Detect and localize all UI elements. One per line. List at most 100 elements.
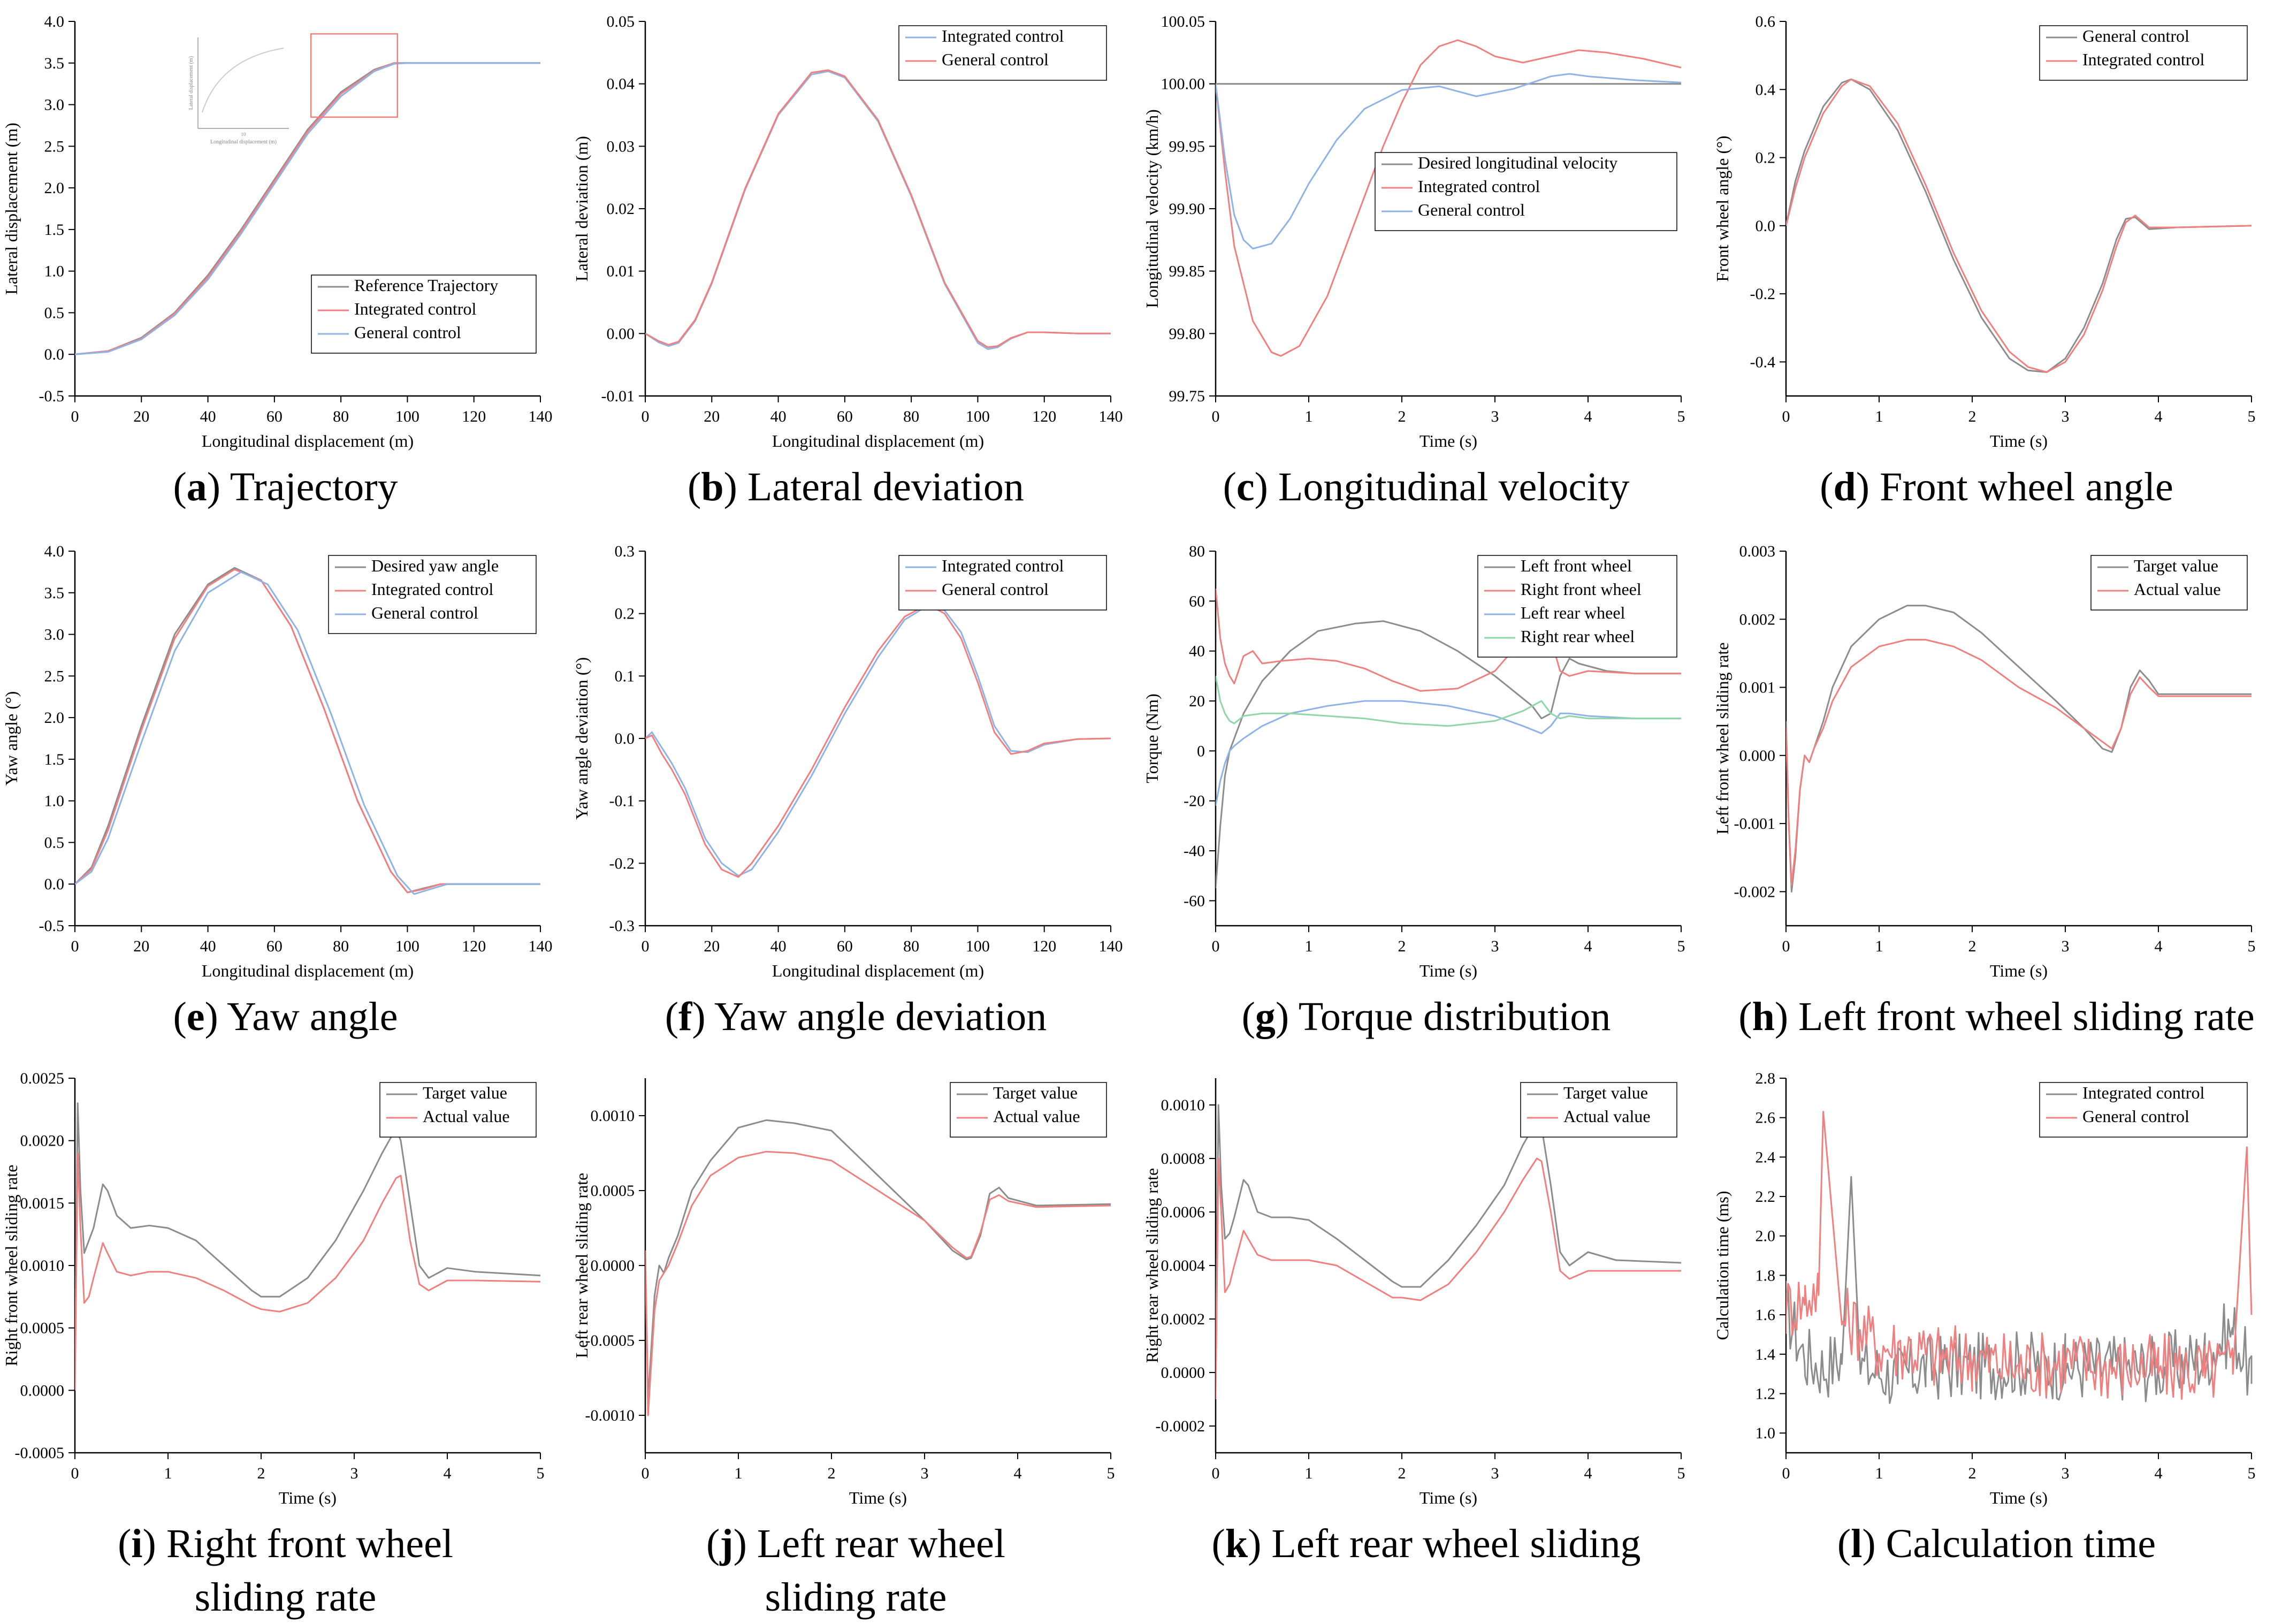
y-tick-label: 2.0	[44, 709, 65, 727]
y-tick-label: 100.05	[1161, 13, 1205, 31]
y-tick-label: 0.6	[1756, 13, 1776, 31]
chart-panel-b: 0 20 40 60 80 100 120 140 -0.01 0.00 0.01 0.02 0.03 0…	[570, 0, 1141, 530]
x-axis-title: Time (s)	[1990, 961, 2048, 980]
caption-b: (b) Lateral deviation	[570, 460, 1141, 514]
x-tick-label: 5	[537, 1465, 545, 1482]
y-tick-label: 99.80	[1169, 325, 1205, 342]
chart-panel-i: 0 1 2 3 4 5 -0.0005 0.0000 0.0005 0.0010 0.0015 0.0…	[0, 1057, 571, 1620]
caption-text: Torque distribution	[1298, 994, 1611, 1039]
y-tick-label: 60	[1189, 592, 1205, 610]
x-tick-label: 0	[71, 937, 79, 955]
chart-panel-f: 0 20 40 60 80 100 120 140 -0.3 -0.2 -0.1 0.0 0.1 0.2 0…	[570, 530, 1141, 1059]
x-tick-label: 2	[1968, 1465, 1976, 1482]
x-tick-label: 3	[2062, 1465, 2070, 1482]
caption-letter: (h)	[1738, 994, 1799, 1039]
caption-h: (h) Left front wheel sliding rate	[1711, 990, 2282, 1043]
y-tick-label: 0.2	[1756, 149, 1776, 167]
inset-y-label: Lateral displacement (m)	[188, 56, 194, 110]
y-tick-label: 2.0	[44, 179, 65, 197]
series-line-general-control	[1216, 73, 1682, 250]
legend: General control Integrated control	[2039, 25, 2248, 81]
x-tick-label: 4	[1584, 1465, 1592, 1482]
chart-svg-h: 0 1 2 3 4 5 -0.002 -0.001 0.000 0.001 0.002 0.003 Ti…	[1713, 543, 2256, 980]
x-tick-label: 5	[1677, 937, 1685, 955]
chart-panel-l: 0 1 2 3 4 5 1.0 1.2 1.4 1.6 1.8 2.0 2.2 2.4 2.6 2.8 Time…	[1711, 1057, 2282, 1587]
caption-letter: (d)	[1820, 464, 1880, 509]
y-tick-label: 0.03	[607, 138, 635, 155]
y-tick-label: -0.2	[1750, 285, 1776, 303]
series-line-actual-value	[1786, 639, 2252, 886]
x-axis-title: Time (s)	[1419, 431, 1477, 451]
series-line-integrated-control	[75, 568, 540, 894]
legend-box	[2090, 555, 2248, 611]
caption-letter: (a)	[173, 464, 230, 509]
y-tick-label: 2.5	[44, 138, 65, 155]
x-tick-label: 40	[770, 937, 787, 955]
caption-text: Front wheel angle	[1880, 464, 2173, 509]
legend-label: General control	[354, 323, 461, 342]
series-line-target-value	[75, 1102, 541, 1378]
inset-x-label: Longitudinal displacement (m)	[210, 139, 277, 145]
y-axis-title: Longitudinal velocity (km/h)	[1142, 109, 1162, 308]
x-axis-title: Time (s)	[1990, 1488, 2048, 1507]
y-tick-label: 100.00	[1161, 75, 1205, 93]
caption-text: Left front wheel sliding rate	[1798, 994, 2255, 1039]
y-tick-label: 0.0	[44, 875, 65, 893]
y-tick-label: 0.0015	[20, 1194, 65, 1212]
y-tick-label: 3.5	[44, 55, 65, 72]
caption-text: Left rear wheel sliding rate	[757, 1521, 1006, 1620]
y-tick-label: 0.0	[1756, 217, 1776, 235]
legend-label: Actual value	[1563, 1107, 1651, 1126]
x-tick-label: 20	[704, 937, 720, 955]
series-line-general-control	[75, 62, 540, 355]
y-tick-label: -40	[1184, 842, 1205, 860]
y-axis-title: Right front wheel sliding rate	[2, 1165, 21, 1367]
y-tick-label: 4.0	[44, 13, 65, 31]
caption-i: (i) Right front wheel sliding rate	[0, 1517, 571, 1624]
y-tick-label: 0.000	[1739, 747, 1776, 765]
caption-letter: (g)	[1241, 994, 1299, 1039]
inset-tick-label: 10	[241, 132, 247, 137]
y-tick-label: 2.8	[1756, 1070, 1776, 1087]
x-tick-label: 80	[903, 937, 919, 955]
chart-panel-j: 0 1 2 3 4 5 -0.0010 -0.0005 0.0000 0.0005 0.0010 Ti…	[570, 1057, 1141, 1620]
chart-svg-c: 0 1 2 3 4 5 99.75 99.80 99.85 99.90 99.95 100.00 100…	[1142, 13, 1685, 451]
x-tick-label: 4	[444, 1465, 452, 1482]
y-tick-label: 99.95	[1169, 138, 1205, 155]
x-tick-label: 0	[642, 408, 650, 425]
x-tick-label: 140	[529, 937, 553, 955]
x-axis-title: Longitudinal displacement (m)	[202, 961, 414, 980]
y-tick-label: 0.0002	[1161, 1310, 1205, 1328]
series-line-right-rear-wheel	[1216, 676, 1681, 727]
chart-svg-f: 0 20 40 60 80 100 120 140 -0.3 -0.2 -0.1 0.0 0.1 0.2 0…	[572, 543, 1123, 980]
x-tick-label: 4	[2155, 408, 2163, 425]
x-tick-label: 20	[704, 408, 720, 425]
caption-letter: (l)	[1837, 1521, 1886, 1566]
legend: Target value Actual value	[2090, 555, 2248, 611]
x-tick-label: 1	[1875, 937, 1883, 955]
x-tick-label: 4	[1584, 937, 1592, 955]
x-tick-label: 2	[828, 1465, 836, 1482]
legend-label: Target value	[1563, 1083, 1648, 1102]
x-tick-label: 20	[133, 408, 149, 425]
y-tick-label: 1.5	[44, 221, 65, 239]
legend-label: Left front wheel	[1521, 556, 1632, 575]
y-tick-label: -0.1	[609, 792, 635, 810]
x-axis-title: Time (s)	[1990, 431, 2048, 451]
y-tick-label: 2.6	[1756, 1109, 1776, 1127]
chart-panel-g: 0 1 2 3 4 5 -60 -40 -20 0 20 40 60 80 Time (s) Torque (…	[1141, 530, 1712, 1059]
legend-label: General control	[942, 580, 1049, 599]
x-tick-label: 0	[1212, 1465, 1220, 1482]
x-tick-label: 3	[2062, 408, 2070, 425]
y-tick-label: 3.5	[44, 584, 65, 602]
legend-label: Integrated control	[371, 580, 493, 599]
y-tick-label: 2.5	[44, 667, 65, 685]
y-tick-label: 0.0008	[1161, 1150, 1205, 1168]
caption-e: (e) Yaw angle	[0, 990, 571, 1043]
series-line-integrated-control	[1786, 78, 2252, 373]
caption-text: Yaw angle deviation	[714, 994, 1047, 1039]
chart-panel-c: 0 1 2 3 4 5 99.75 99.80 99.85 99.90 99.95 100.00 100…	[1141, 0, 1712, 530]
x-tick-label: 5	[2248, 937, 2256, 955]
y-tick-label: 0.0010	[20, 1257, 65, 1275]
caption-l: (l) Calculation time	[1711, 1517, 2282, 1570]
